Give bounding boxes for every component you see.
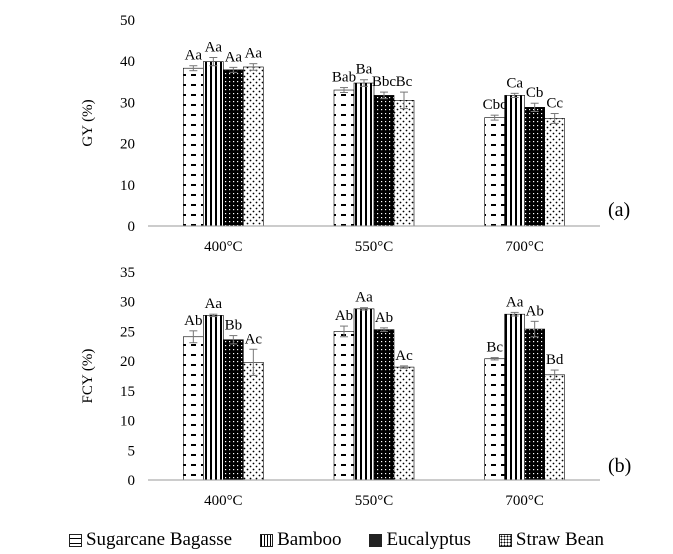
legend-label: Bamboo	[277, 529, 342, 550]
data-label: Aa	[225, 49, 243, 65]
sugarcane-bagasse-swatch-icon	[68, 533, 82, 547]
bar-bamboo	[353, 82, 375, 227]
data-label: Bc	[486, 340, 503, 356]
bar-sugarcane-bagasse	[333, 331, 355, 481]
legend-label: Straw Bean	[515, 529, 605, 550]
bar-straw-bean	[243, 362, 264, 481]
y-tick-label: 10	[120, 414, 135, 430]
data-label: Cc	[546, 96, 563, 112]
bar-straw-bean	[393, 100, 415, 227]
data-label: Ac	[395, 348, 413, 364]
data-label: Aa	[185, 48, 203, 64]
data-label: Bab	[332, 70, 356, 86]
y-tick-label: 25	[120, 324, 135, 340]
data-label: Aa	[205, 39, 223, 55]
panel-label: (b)	[608, 455, 631, 477]
data-label: Aa	[355, 290, 373, 306]
y-tick-label: 0	[128, 219, 136, 235]
data-label: Bb	[225, 318, 243, 334]
bamboo-swatch-icon	[260, 533, 274, 547]
y-tick-label: 5	[128, 443, 136, 459]
bar-eucalyptus	[524, 107, 545, 227]
bar-sugarcane-bagasse	[333, 89, 355, 227]
data-label: Ab	[335, 308, 353, 324]
y-tick-label: 20	[120, 354, 135, 370]
data-label: Ab	[375, 310, 393, 326]
data-label: Ac	[245, 331, 263, 347]
legend-item-straw-bean: Straw Bean	[498, 529, 605, 551]
bar-straw-bean	[544, 118, 565, 227]
y-tick-label: 0	[128, 473, 136, 489]
bar-bamboo	[353, 308, 375, 481]
data-label: Cbc	[483, 97, 508, 113]
eucalyptus-swatch-icon	[369, 533, 383, 547]
data-label: Ba	[356, 62, 373, 78]
data-label: Ab	[525, 303, 543, 319]
legend-item-bamboo: Bamboo	[260, 529, 341, 551]
bar-straw-bean	[243, 66, 264, 227]
legend-item-sugarcane-bagasse: Sugarcane Bagasse	[68, 529, 233, 551]
y-tick-label: 40	[120, 54, 135, 70]
data-label: Bd	[546, 352, 564, 368]
y-tick-label: 20	[120, 137, 135, 153]
data-label: Bbc	[372, 74, 397, 90]
y-tick-label: 10	[120, 178, 135, 194]
data-label: Aa	[506, 294, 524, 310]
straw-bean-swatch-icon	[498, 533, 512, 547]
x-tick-label: 400°C	[204, 239, 243, 255]
x-tick-label: 700°C	[505, 493, 544, 509]
bar-eucalyptus	[524, 328, 545, 481]
data-label: Ab	[184, 313, 202, 329]
y-tick-label: 15	[120, 384, 135, 400]
bar-bamboo	[504, 313, 525, 481]
bar-straw-bean	[393, 366, 415, 481]
legend-label: Sugarcane Bagasse	[85, 529, 233, 550]
bar-eucalyptus	[223, 339, 244, 481]
bar-straw-bean	[544, 374, 565, 481]
y-tick-label: 30	[120, 95, 135, 111]
bar-sugarcane-bagasse	[183, 67, 204, 227]
data-label: Bc	[396, 74, 413, 90]
y-tick-label: 50	[120, 13, 135, 29]
bar-sugarcane-bagasse	[484, 117, 505, 227]
bar-sugarcane-bagasse	[484, 358, 505, 481]
x-tick-label: 550°C	[355, 239, 394, 255]
bar-eucalyptus	[223, 69, 244, 227]
bar-eucalyptus	[373, 329, 395, 481]
data-label: Ca	[506, 75, 523, 91]
y-axis-label: GY (%)	[80, 99, 96, 146]
legend: Sugarcane Bagasse Bamboo Eucalyptus Stra…	[0, 528, 673, 552]
legend-item-eucalyptus: Eucalyptus	[369, 529, 471, 551]
bar-bamboo	[203, 315, 224, 481]
bar-bamboo	[203, 61, 224, 227]
y-axis-label: FCY (%)	[80, 349, 96, 404]
data-label: Aa	[205, 296, 223, 312]
x-tick-label: 400°C	[204, 493, 243, 509]
panel-label: (a)	[608, 199, 630, 221]
legend-label: Eucalyptus	[386, 529, 471, 550]
bar-eucalyptus	[373, 95, 395, 227]
x-tick-label: 700°C	[505, 239, 544, 255]
bar-sugarcane-bagasse	[183, 336, 204, 481]
data-label: Aa	[245, 46, 263, 62]
y-tick-label: 30	[120, 295, 135, 311]
x-tick-label: 550°C	[355, 493, 394, 509]
data-label: Cb	[526, 85, 544, 101]
bar-bamboo	[504, 95, 525, 227]
y-tick-label: 35	[120, 265, 135, 281]
